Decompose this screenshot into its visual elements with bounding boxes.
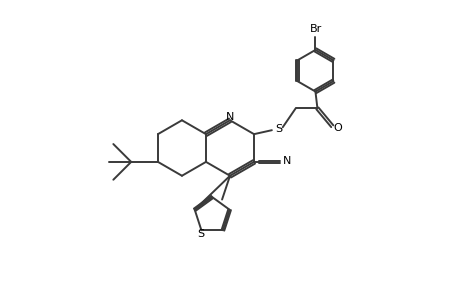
Text: N: N <box>282 156 290 167</box>
Text: Br: Br <box>310 24 322 34</box>
Text: S: S <box>196 229 203 239</box>
Text: O: O <box>333 123 341 133</box>
Text: S: S <box>275 124 282 134</box>
Text: N: N <box>226 112 234 122</box>
